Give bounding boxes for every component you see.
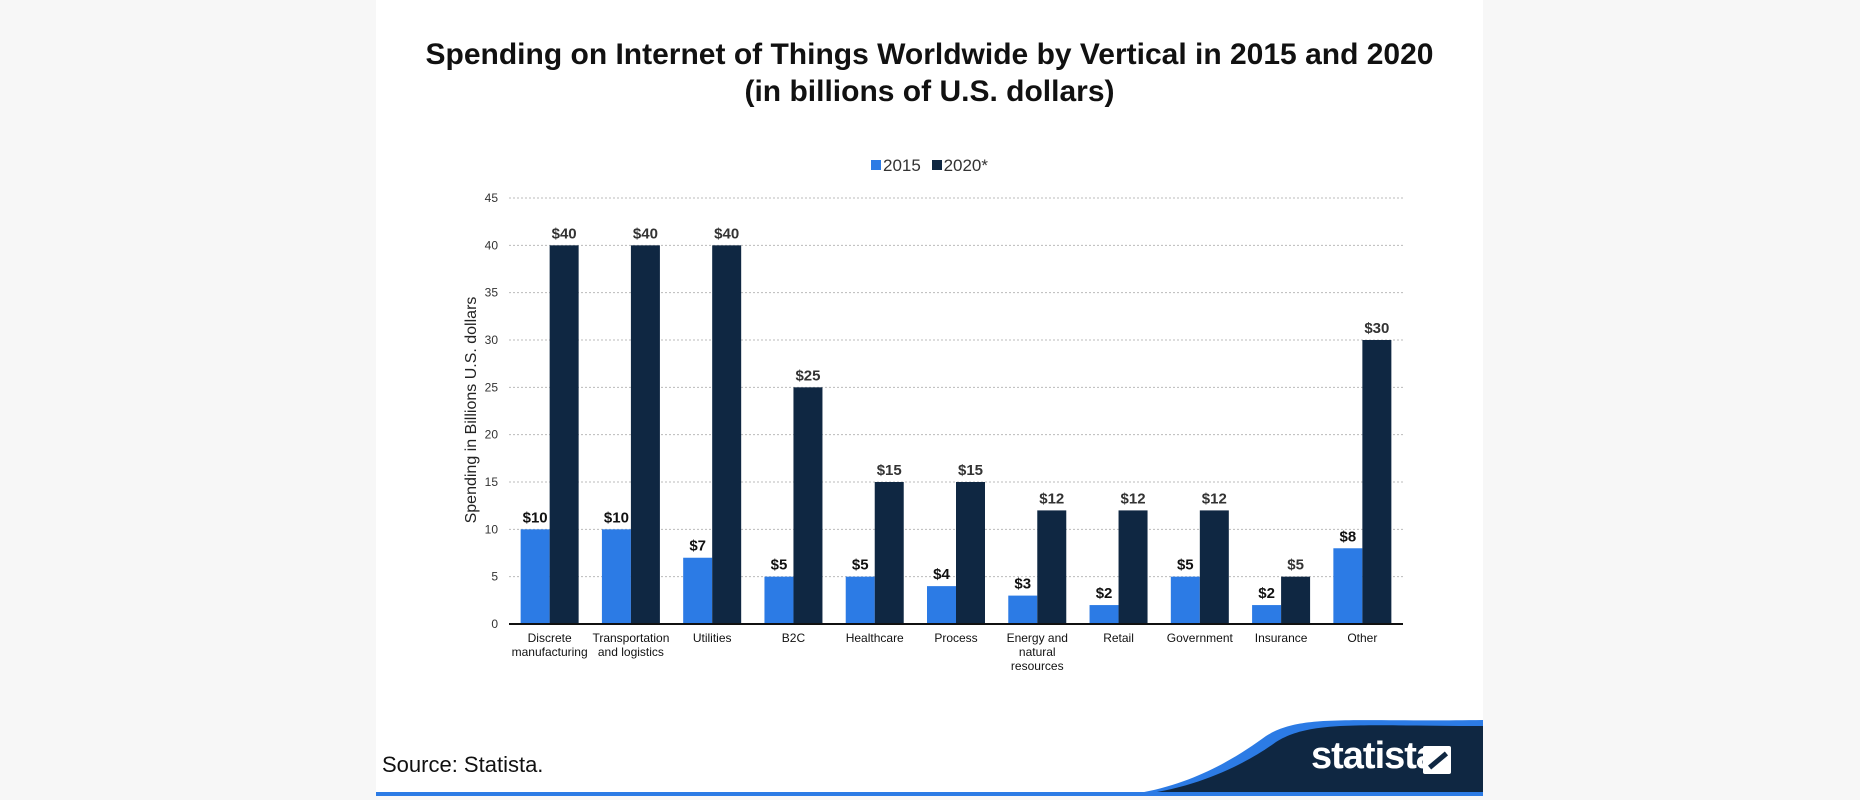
y-axis-ticks: 0 5 10 15 20 25 30 35 40 45 <box>485 191 499 631</box>
bar-2020-5[interactable] <box>956 482 985 624</box>
data-label-2020-8: $12 <box>1202 490 1227 507</box>
y-tick-label: 5 <box>491 570 498 584</box>
legend-label-2020: 2020* <box>943 156 988 175</box>
x-tick-label: Discrete manufacturing <box>512 631 588 659</box>
data-label-2015-3: $5 <box>771 557 788 574</box>
data-label-2020-9: $5 <box>1287 557 1304 574</box>
source-text: Source: Statista. <box>382 752 544 777</box>
y-tick-label: 10 <box>485 522 499 536</box>
x-tick-label: Government <box>1167 631 1234 645</box>
bar-2015-7[interactable] <box>1089 605 1119 624</box>
data-label-2020-7: $12 <box>1121 490 1146 507</box>
y-axis-label: Spending in Billions U.S. dollars <box>463 297 480 524</box>
bar-2015-10[interactable] <box>1333 548 1363 624</box>
data-label-2020-5: $15 <box>958 462 983 479</box>
chart-card: Spending on Internet of Things Worldwide… <box>376 0 1483 796</box>
data-label-2015-0: $10 <box>523 509 548 526</box>
data-label-2020-10: $30 <box>1364 320 1389 337</box>
data-labels: $10 $40 $10 $40 $7 $40 $5 $25 $5 $15 $4 $15 $3 $12 $2 $… <box>523 225 1390 602</box>
footer-bottom-line <box>376 792 1483 796</box>
data-label-2015-1: $10 <box>604 509 629 526</box>
statista-logo: statista <box>1311 735 1437 777</box>
y-tick-label: 35 <box>485 286 499 300</box>
data-label-2020-0: $40 <box>552 225 577 242</box>
data-label-2015-9: $2 <box>1258 585 1275 602</box>
chart-legend: 2015 2020* <box>376 156 1483 176</box>
data-label-2015-5: $4 <box>933 566 950 583</box>
y-tick-label: 20 <box>485 428 499 442</box>
y-tick-label: 0 <box>491 617 498 631</box>
bar-2020-8[interactable] <box>1199 510 1229 624</box>
data-label-2015-7: $2 <box>1096 585 1113 602</box>
legend-item-2020[interactable]: 2020* <box>931 156 988 176</box>
bar-2015-8[interactable] <box>1170 576 1200 624</box>
data-label-2020-4: $15 <box>877 462 902 479</box>
data-label-2015-6: $3 <box>1014 576 1031 593</box>
bar-2020-6[interactable] <box>1037 510 1067 624</box>
legend-item-2015[interactable]: 2015 <box>871 156 921 176</box>
y-tick-label: 40 <box>485 238 499 252</box>
bar-2015-5[interactable] <box>927 586 956 624</box>
bar-2020-3[interactable] <box>793 387 823 624</box>
x-tick-label: Energy and natural resources <box>1007 631 1068 673</box>
y-tick-label: 25 <box>485 380 499 394</box>
bar-2015-1[interactable] <box>601 529 631 624</box>
x-tick-label: Transportation and logistics <box>592 631 669 659</box>
footer-dark-wave <box>1124 725 1483 796</box>
bar-2015-0[interactable] <box>520 529 550 624</box>
statista-logo-icon <box>1423 746 1451 774</box>
x-tick-label: Process <box>934 631 977 645</box>
legend-label-2015: 2015 <box>883 156 921 175</box>
bar-2015-6[interactable] <box>1008 595 1038 624</box>
data-label-2015-8: $5 <box>1177 557 1194 574</box>
x-tick-label: Retail <box>1103 631 1134 645</box>
data-label-2015-10: $8 <box>1340 528 1357 545</box>
bar-chart: 0 5 10 15 20 25 30 35 40 45 Spending in Billions … <box>463 191 1403 673</box>
x-tick-label: B2C <box>782 631 806 645</box>
data-label-2015-4: $5 <box>852 557 869 574</box>
legend-swatch-2015 <box>871 160 881 170</box>
bar-2020-1[interactable] <box>630 245 660 625</box>
bar-2020-0[interactable] <box>549 245 579 625</box>
data-label-2020-1: $40 <box>633 225 658 242</box>
bar-2015-3[interactable] <box>764 576 794 624</box>
footer-decoration <box>376 720 1483 796</box>
y-tick-label: 30 <box>485 333 499 347</box>
bar-2020-7[interactable] <box>1118 510 1148 624</box>
x-tick-label: Utilities <box>693 631 732 645</box>
legend-swatch-2020 <box>931 160 942 170</box>
bar-2015-9[interactable] <box>1252 605 1282 624</box>
chart-title-line-1: Spending on Internet of Things Worldwide… <box>425 38 1434 71</box>
bar-2015-2[interactable] <box>683 557 713 624</box>
bar-2020-10[interactable] <box>1362 340 1392 624</box>
chart-title: Spending on Internet of Things Worldwide… <box>376 36 1483 110</box>
y-tick-label: 15 <box>485 475 499 489</box>
x-tick-label: Insurance <box>1255 631 1308 645</box>
data-label-2020-2: $40 <box>714 225 739 242</box>
x-tick-label: Other <box>1347 631 1377 645</box>
bar-2020-2[interactable] <box>712 245 742 625</box>
data-label-2020-3: $25 <box>795 367 820 384</box>
bar-2020-9[interactable] <box>1281 576 1311 624</box>
bar-2015-4[interactable] <box>845 576 875 624</box>
y-tick-label: 45 <box>485 191 499 205</box>
x-tick-label: Healthcare <box>846 631 904 645</box>
chart-title-line-2: (in billions of U.S. dollars) <box>744 75 1115 108</box>
data-label-2020-6: $12 <box>1039 490 1064 507</box>
data-label-2015-2: $7 <box>689 538 706 555</box>
bar-2020-4[interactable] <box>874 482 904 624</box>
bars <box>520 245 1392 625</box>
